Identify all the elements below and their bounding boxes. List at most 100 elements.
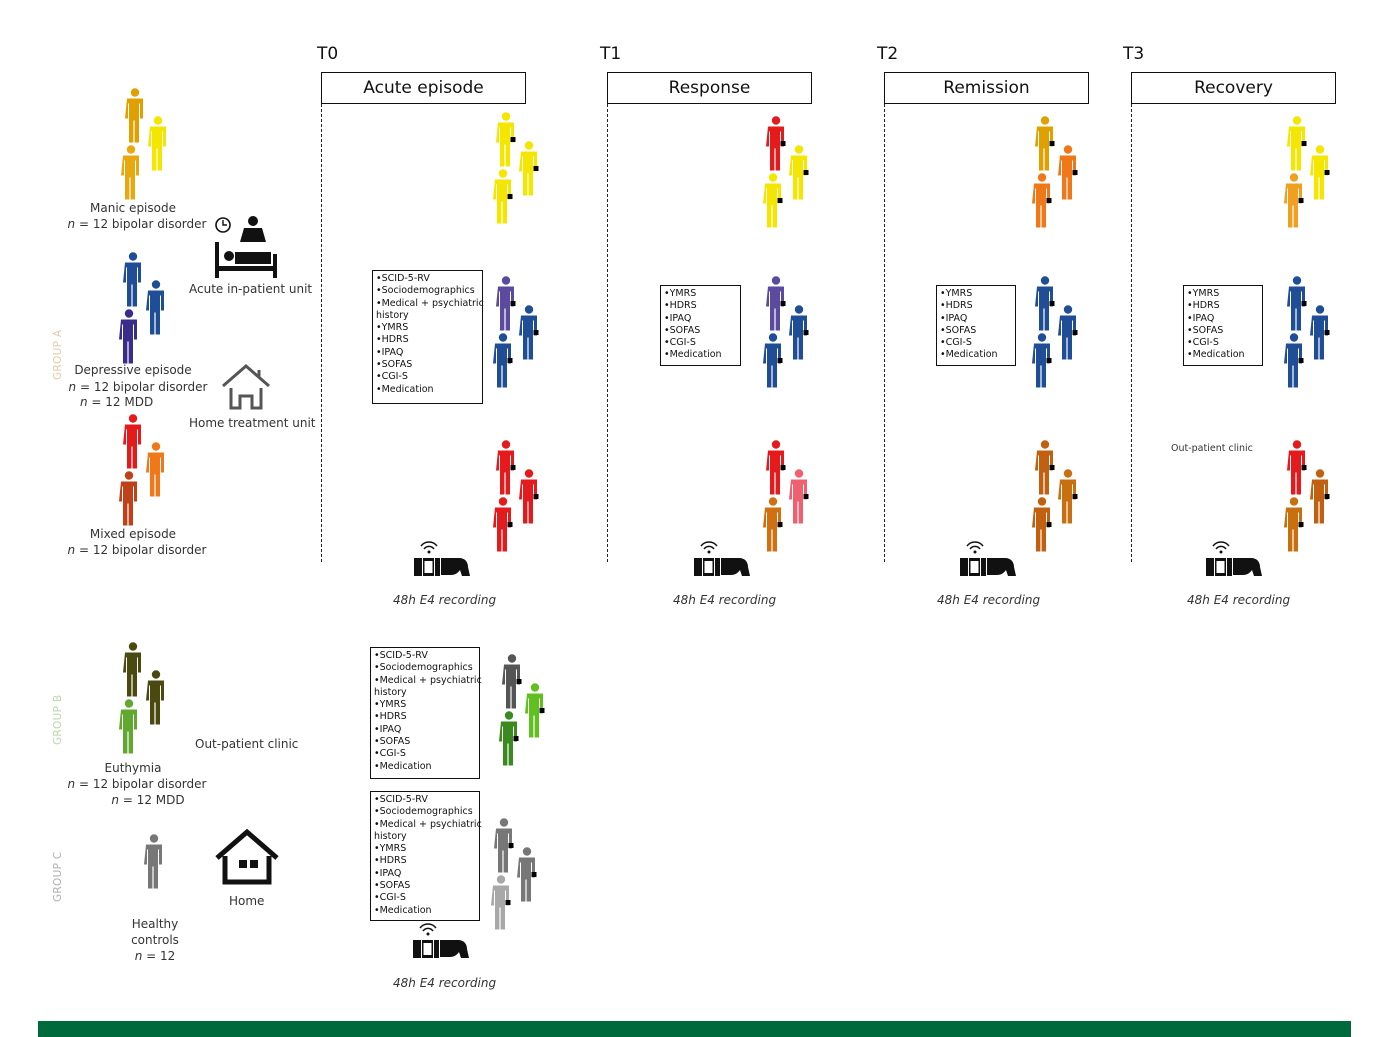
- t0c-item-socio: •Sociodemographics: [374, 806, 473, 818]
- t0b-item-ipaq: •IPAQ: [374, 723, 402, 735]
- t0-euthymia-figures: [499, 654, 545, 766]
- home-label: Home: [229, 894, 265, 908]
- phase-remission: Remission: [884, 72, 1089, 104]
- t0c-item-cgis: •CGI-S: [374, 892, 406, 904]
- t0-wearable-icon: [414, 541, 471, 577]
- t3-item-medication: •Medication: [1187, 349, 1245, 361]
- t3-depressive-figures: [1284, 276, 1330, 388]
- mixed-group-figures: [119, 414, 164, 526]
- t2-recording-label: 48h E4 recording: [937, 593, 1041, 607]
- t0b-item-hdrs: •HDRS: [374, 711, 407, 723]
- t0b-item-ymrs: •YMRS: [374, 699, 407, 711]
- mixed-label: Mixed episode: [89, 527, 177, 541]
- depressive-n2: n = 12 MDD: [80, 394, 153, 410]
- t3-item-ymrs: •YMRS: [1187, 288, 1220, 299]
- t2-item-cgis: •CGI-S: [940, 337, 972, 349]
- t2-item-ipaq: •IPAQ: [940, 312, 968, 324]
- t0a-item-cgis: •CGI-S: [376, 371, 408, 383]
- t0-healthy-figures: [491, 818, 537, 930]
- t2-item-sofas: •SOFAS: [940, 324, 977, 336]
- healthy-n-rest: = 12: [142, 949, 176, 963]
- manic-label-line1: Manic episode: [90, 201, 176, 215]
- t1-item-cgis: •CGI-S: [664, 337, 696, 349]
- hospital-bed-icon: [215, 216, 277, 278]
- depressive-n1-prefix: n: [68, 380, 77, 394]
- manic-group-figures: [121, 88, 166, 200]
- home-icon: [215, 828, 279, 885]
- timepoint-t0: T0: [317, 44, 339, 64]
- timeline-divider-t1: [607, 104, 608, 562]
- depressive-n2-rest: = 12 MDD: [87, 395, 154, 409]
- t0c-item-history: history: [374, 830, 407, 842]
- t0a-item-history: history: [376, 309, 409, 321]
- t0-group-b-assessments: •SCID-5-RV •Sociodemographics •Medical +…: [370, 647, 482, 779]
- t1-wearable-icon: [694, 541, 751, 577]
- t0c-item-medication: •Medication: [374, 904, 432, 916]
- group-c-label: GROUP C: [52, 851, 64, 902]
- home-treatment-label: Home treatment unit: [189, 416, 316, 430]
- t0-recording-label: 48h E4 recording: [393, 593, 497, 607]
- t0-group-c-assessments: •SCID-5-RV •Sociodemographics •Medical +…: [370, 791, 482, 921]
- euthymia-n1-rest: = 12 bipolar disorder: [75, 777, 207, 791]
- manic-label: Manic episode: [60, 200, 206, 216]
- timepoint-t3: T3: [1123, 44, 1145, 64]
- t1-manic-figures: [763, 116, 809, 228]
- euthymia-n1: n = 12 bipolar disorder: [62, 776, 212, 792]
- outpatient-label: Out-patient clinic: [195, 737, 299, 751]
- t0a-item-ipaq: •IPAQ: [376, 346, 404, 358]
- t0c-item-sofas: •SOFAS: [374, 880, 411, 892]
- healthy-control-figure: [144, 834, 162, 889]
- timepoint-t1: T1: [600, 44, 622, 64]
- t0-group-a-assessments: •SCID-5-RV •Sociodemographics •Medical +…: [372, 270, 484, 404]
- t2-item-medication: •Medication: [940, 349, 998, 361]
- t0b-item-scid: •SCID-5-RV: [374, 650, 428, 661]
- timeline-divider-t2: [884, 104, 885, 562]
- t0c-item-ipaq: •IPAQ: [374, 867, 402, 879]
- t3-manic-figures: [1284, 116, 1330, 228]
- t0b-item-history: history: [374, 686, 407, 698]
- t0-manic-figures: [493, 112, 539, 224]
- phase-response: Response: [607, 72, 812, 104]
- inpatient-label: Acute in-patient unit: [189, 282, 313, 296]
- t3-item-hdrs: •HDRS: [1187, 300, 1220, 312]
- t2-item-hdrs: •HDRS: [940, 300, 973, 312]
- t1-item-medication: •Medication: [664, 349, 722, 361]
- depressive-n2-prefix: n: [80, 395, 88, 409]
- manic-n-rest: = 12 bipolar disorder: [75, 217, 207, 231]
- t2-wearable-icon: [960, 541, 1017, 577]
- t0a-item-ymrs: •YMRS: [376, 322, 409, 334]
- t2-mixed-figures: [1032, 440, 1078, 552]
- euthymia-n2-rest: = 12 MDD: [119, 793, 185, 807]
- t1-item-sofas: •SOFAS: [664, 324, 701, 336]
- mixed-n-rest: = 12 bipolar disorder: [75, 543, 207, 557]
- healthy-label-line2: controls: [131, 933, 179, 947]
- t1-mixed-figures: [763, 440, 809, 552]
- t0-depressive-figures: [493, 276, 539, 388]
- t0a-item-hdrs: •HDRS: [376, 334, 409, 346]
- timeline-divider-t3: [1131, 104, 1132, 562]
- euthymia-group-figures: [119, 642, 164, 754]
- t0a-item-scid: •SCID-5-RV: [376, 273, 430, 284]
- depressive-n1-rest: = 12 bipolar disorder: [76, 380, 208, 394]
- phase-recovery: Recovery: [1131, 72, 1336, 104]
- t0-healthy-recording-label: 48h E4 recording: [393, 976, 497, 990]
- manic-n-prefix: n: [67, 217, 76, 231]
- t0-mixed-figures: [493, 440, 539, 552]
- t2-assessments: •YMRS •HDRS •IPAQ •SOFAS •CGI-S •Medicat…: [936, 285, 1016, 366]
- t1-item-ipaq: •IPAQ: [664, 312, 692, 324]
- t0b-item-sofas: •SOFAS: [374, 736, 411, 748]
- t0c-item-hdrs: •HDRS: [374, 855, 407, 867]
- t0b-item-medication: •Medication: [374, 760, 432, 772]
- t3-item-cgis: •CGI-S: [1187, 337, 1219, 349]
- euthymia-label: Euthymia: [104, 761, 162, 775]
- t0a-item-socio: •Sociodemographics: [376, 285, 475, 297]
- depressive-n1: n = 12 bipolar disorder: [63, 379, 213, 395]
- euthymia-n1-prefix: n: [67, 777, 76, 791]
- t1-depressive-figures: [763, 276, 809, 388]
- phase-acute-episode: Acute episode: [321, 72, 526, 104]
- t1-item-ymrs: •YMRS: [664, 288, 697, 299]
- t3-item-ipaq: •IPAQ: [1187, 312, 1215, 324]
- depressive-group-figures: [119, 252, 164, 364]
- t3-assessments: •YMRS •HDRS •IPAQ •SOFAS •CGI-S •Medicat…: [1183, 285, 1263, 366]
- t3-wearable-icon: [1206, 541, 1263, 577]
